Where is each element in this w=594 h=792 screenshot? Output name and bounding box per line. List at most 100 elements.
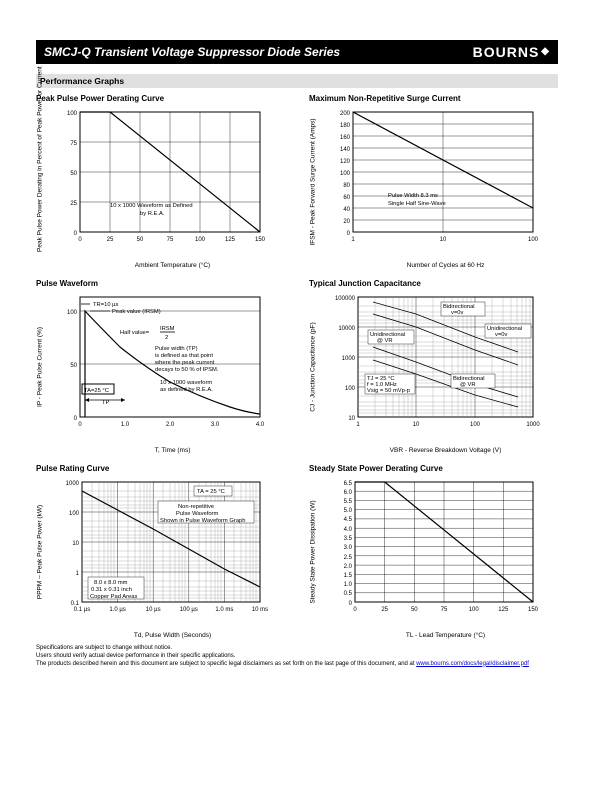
svg-text:where the peak current: where the peak current [154,360,215,366]
y-axis-label: CJ - Junction Capacitance (pF) [310,297,317,437]
svg-text:4.5: 4.5 [344,517,353,523]
svg-text:Vsig = 50 mVp-p: Vsig = 50 mVp-p [367,388,410,394]
svg-text:100: 100 [195,237,206,243]
svg-text:IRSM: IRSM [160,326,175,332]
svg-text:6.0: 6.0 [344,490,353,496]
brand-logo: BOURNS ◆ [473,44,550,60]
disclaimer-link[interactable]: www.bourns.com/docs/legal/disclaimer.pdf [416,661,529,667]
x-axis-label: Number of Cycles at 60 Hz [333,262,558,269]
svg-text:50: 50 [137,237,144,243]
svg-text:75: 75 [70,141,77,147]
chart-derating: Peak Pulse Power Derating Curve Peak Pul… [36,94,285,271]
svg-text:Pulse Waveform: Pulse Waveform [176,511,218,517]
footnote-line: Specifications are subject to change wit… [36,645,558,653]
svg-text:by R.E.A.: by R.E.A. [140,211,165,217]
svg-text:125: 125 [225,237,236,243]
svg-text:0.5: 0.5 [344,591,353,597]
title-bar: SMCJ-Q Transient Voltage Suppressor Diod… [36,40,558,64]
footnote-text: The products described herein and this d… [36,661,416,667]
svg-text:v=0v: v=0v [451,310,464,316]
svg-text:2.0: 2.0 [166,422,175,428]
chart-svg: 200 180 160 140 120 100 80 60 40 20 0 1 … [333,107,543,247]
svg-text:100: 100 [469,607,480,613]
svg-text:10 x 1000 waveform: 10 x 1000 waveform [160,380,212,386]
svg-text:10: 10 [413,422,420,428]
y-axis-label: PPPM – Peak Pulse Power (kW) [37,482,44,622]
svg-text:150: 150 [255,237,266,243]
chart-surge: Maximum Non-Repetitive Surge Current IFS… [309,94,558,271]
svg-text:40: 40 [343,207,350,213]
svg-text:Pulse Width 8.3 ms: Pulse Width 8.3 ms [388,193,438,199]
svg-text:0: 0 [78,422,82,428]
svg-text:1.0: 1.0 [121,422,130,428]
chart-title: Pulse Rating Curve [36,464,285,473]
svg-text:Copper Pad Areas: Copper Pad Areas [90,594,137,600]
svg-text:140: 140 [340,147,351,153]
svg-text:50: 50 [70,171,77,177]
svg-text:100: 100 [340,171,351,177]
svg-text:1: 1 [356,422,360,428]
svg-text:10 x 1000 Waveform as Defined: 10 x 1000 Waveform as Defined [110,203,193,209]
chart-svg: 6.5 6.0 5.5 5.0 4.5 4.0 3.5 3.0 2.5 2.0 … [333,477,543,617]
svg-text:2.0: 2.0 [344,564,353,570]
chart-title: Steady State Power Derating Curve [309,464,558,473]
svg-text:150: 150 [528,607,539,613]
chart-svg: 100 75 50 25 0 0 25 50 75 100 125 150 10… [60,107,270,247]
svg-text:0: 0 [347,231,351,237]
svg-text:1000: 1000 [66,481,80,487]
svg-text:Shown in Pulse Waveform Graph: Shown in Pulse Waveform Graph [160,518,246,524]
svg-text:@ VR: @ VR [377,338,393,344]
svg-text:2.5: 2.5 [344,555,353,561]
svg-text:as defined by R.E.A.: as defined by R.E.A. [160,387,213,393]
chart-steady-state: Steady State Power Derating Curve Steady… [309,464,558,641]
svg-text:0: 0 [74,416,78,422]
diamond-icon: ◆ [541,46,550,57]
svg-text:25: 25 [70,201,77,207]
chart-title: Pulse Waveform [36,279,285,288]
chart-svg: Bidirectional v=0v Unidirectional @ VR U… [333,292,543,432]
svg-text:5.0: 5.0 [344,508,353,514]
svg-text:160: 160 [340,135,351,141]
svg-text:TP: TP [102,400,110,406]
chart-title: Maximum Non-Repetitive Surge Current [309,94,558,103]
svg-text:25: 25 [107,237,114,243]
svg-text:is defined as that point: is defined as that point [155,353,213,359]
section-header: Performance Graphs [36,74,558,88]
brand-text: BOURNS [473,44,540,60]
svg-text:1.0: 1.0 [344,582,353,588]
x-axis-label: Ambient Temperature (°C) [60,262,285,269]
svg-text:1: 1 [76,571,80,577]
svg-text:Pulse width (TP): Pulse width (TP) [155,346,198,352]
y-axis-label: IP - Peak Pulse Current (%) [37,297,44,437]
chart-svg: TR=10 µs Peak value (IRSM) Half value= I… [60,292,270,432]
svg-text:1000: 1000 [342,356,356,362]
svg-text:100: 100 [67,111,78,117]
svg-text:25: 25 [381,607,388,613]
chart-title: Peak Pulse Power Derating Curve [36,94,285,103]
y-axis-label: Steady State Power Dissipation (W) [310,482,317,622]
svg-text:10: 10 [72,541,79,547]
svg-text:0.31 x 0.31 inch: 0.31 x 0.31 inch [91,587,132,593]
svg-text:4.0: 4.0 [256,422,265,428]
svg-text:75: 75 [167,237,174,243]
footnotes: Specifications are subject to change wit… [36,645,558,668]
svg-text:4.0: 4.0 [344,527,353,533]
svg-text:v=0v: v=0v [495,332,508,338]
svg-text:1.5: 1.5 [344,573,353,579]
svg-text:100000: 100000 [335,296,356,302]
x-axis-label: VBR - Reverse Breakdown Voltage (V) [333,447,558,454]
footnote-line: The products described herein and this d… [36,661,558,669]
svg-text:100: 100 [69,511,80,517]
footnote-line: Users should verify actual device perfor… [36,653,558,661]
svg-text:Non-repetitive: Non-repetitive [178,504,214,510]
chart-svg: TA = 25 °C Non-repetitive Pulse Waveform… [60,477,270,617]
svg-text:TA=25 °C: TA=25 °C [84,388,109,394]
svg-text:decays to 50 % of IPSM.: decays to 50 % of IPSM. [155,367,219,373]
svg-text:1000: 1000 [526,422,540,428]
svg-text:0: 0 [353,607,357,613]
svg-text:0: 0 [78,237,82,243]
svg-text:3.0: 3.0 [344,545,353,551]
svg-text:6.5: 6.5 [344,481,353,487]
svg-text:5.5: 5.5 [344,499,353,505]
chart-junction: Typical Junction Capacitance CJ - Juncti… [309,279,558,456]
